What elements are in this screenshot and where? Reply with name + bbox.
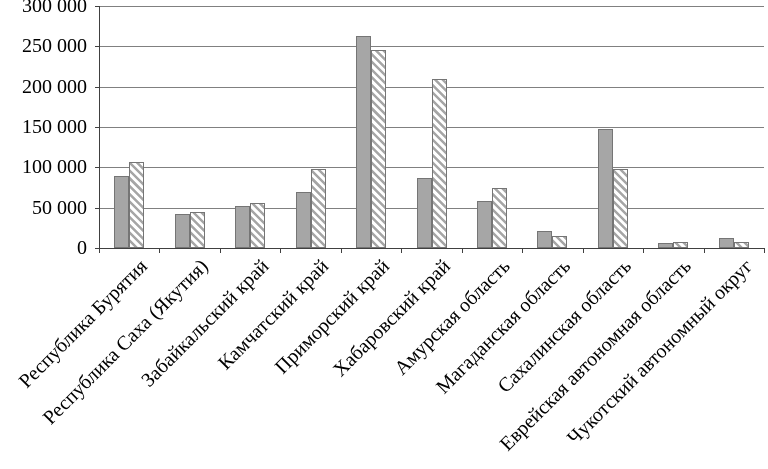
gridline [99, 6, 764, 7]
bar-solid-11 [718, 238, 734, 248]
bar-hatched-11 [733, 241, 749, 248]
bar-solid-10 [658, 243, 674, 248]
y-axis-tick [95, 167, 99, 169]
x-axis-tick [401, 248, 403, 253]
x-category-label: Камчатский край [214, 255, 334, 375]
y-tick-label: 250 000 [22, 35, 87, 58]
bar-hatched-6 [431, 79, 447, 248]
x-axis-tick [522, 248, 524, 253]
bar-solid-6 [416, 177, 432, 248]
x-axis-tick [99, 248, 100, 253]
bar-hatched-5 [371, 50, 387, 248]
bar-hatched-10 [673, 241, 689, 248]
bar-hatched-8 [552, 235, 568, 248]
y-axis-tick [95, 127, 99, 128]
y-axis-line [99, 6, 100, 248]
bar-solid-7 [476, 201, 492, 248]
y-axis-tick [95, 86, 99, 88]
x-category-label: Приморский край [270, 255, 394, 379]
bar-solid-3 [235, 206, 251, 248]
x-axis-line [99, 248, 764, 249]
x-axis-tick [340, 248, 342, 253]
bar-hatched-7 [491, 187, 507, 248]
y-tick-label: 150 000 [22, 116, 87, 138]
y-tick-label: 100 000 [22, 156, 87, 179]
bar-hatched-1 [129, 161, 145, 248]
bar-hatched-4 [310, 168, 326, 248]
y-axis-tick [95, 248, 99, 249]
x-axis-tick [159, 248, 161, 253]
bar-solid-8 [537, 231, 553, 248]
bar-hatched-9 [612, 168, 628, 248]
bar-hatched-3 [250, 202, 266, 248]
y-tick-label: 300 000 [22, 0, 87, 17]
bar-hatched-2 [189, 211, 205, 248]
bar-solid-5 [356, 35, 372, 248]
bar-solid-4 [295, 191, 311, 248]
x-axis-tick [219, 248, 221, 253]
gridline [99, 46, 764, 48]
x-axis-tick [280, 248, 282, 253]
x-axis-tick [703, 248, 705, 253]
x-axis-tick [582, 248, 584, 253]
y-axis-tick [95, 207, 99, 209]
y-tick-label: 200 000 [22, 75, 87, 98]
bar-solid-2 [174, 214, 190, 248]
x-axis-tick [764, 248, 765, 253]
y-axis-tick [95, 6, 99, 7]
x-axis-tick [461, 248, 463, 253]
y-tick-label: 0 [77, 237, 87, 259]
y-tick-label: 50 000 [32, 196, 87, 219]
bar-solid-9 [597, 128, 613, 248]
y-axis-tick [95, 46, 99, 48]
bar-solid-1 [114, 176, 130, 248]
x-axis-tick [643, 248, 645, 253]
